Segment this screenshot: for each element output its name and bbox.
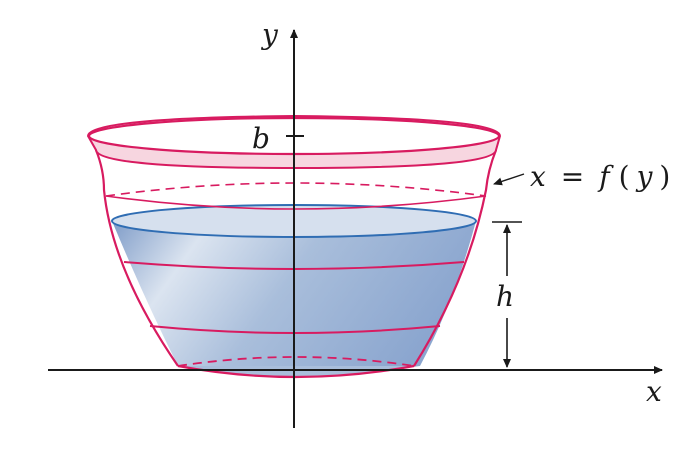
- curve-var: x: [530, 160, 546, 193]
- bowl-left-side: [94, 149, 179, 367]
- curve-close: ): [659, 160, 670, 193]
- curve-equation-label: x = f ( y ): [530, 160, 670, 193]
- b-label: b: [252, 122, 270, 155]
- bowl-bottom-front: [177, 364, 415, 379]
- bowl-right-side: [413, 149, 498, 367]
- x-axis-label: x: [646, 375, 662, 408]
- slice-top-back: [105, 182, 487, 197]
- curve-pointer: [493, 173, 525, 186]
- curve-fn: f: [597, 160, 614, 193]
- curve-arg: y: [635, 160, 654, 193]
- curve-eq: =: [561, 160, 584, 193]
- y-axis-label: y: [260, 18, 279, 51]
- h-label: h: [496, 280, 514, 313]
- curve-open: (: [619, 160, 630, 193]
